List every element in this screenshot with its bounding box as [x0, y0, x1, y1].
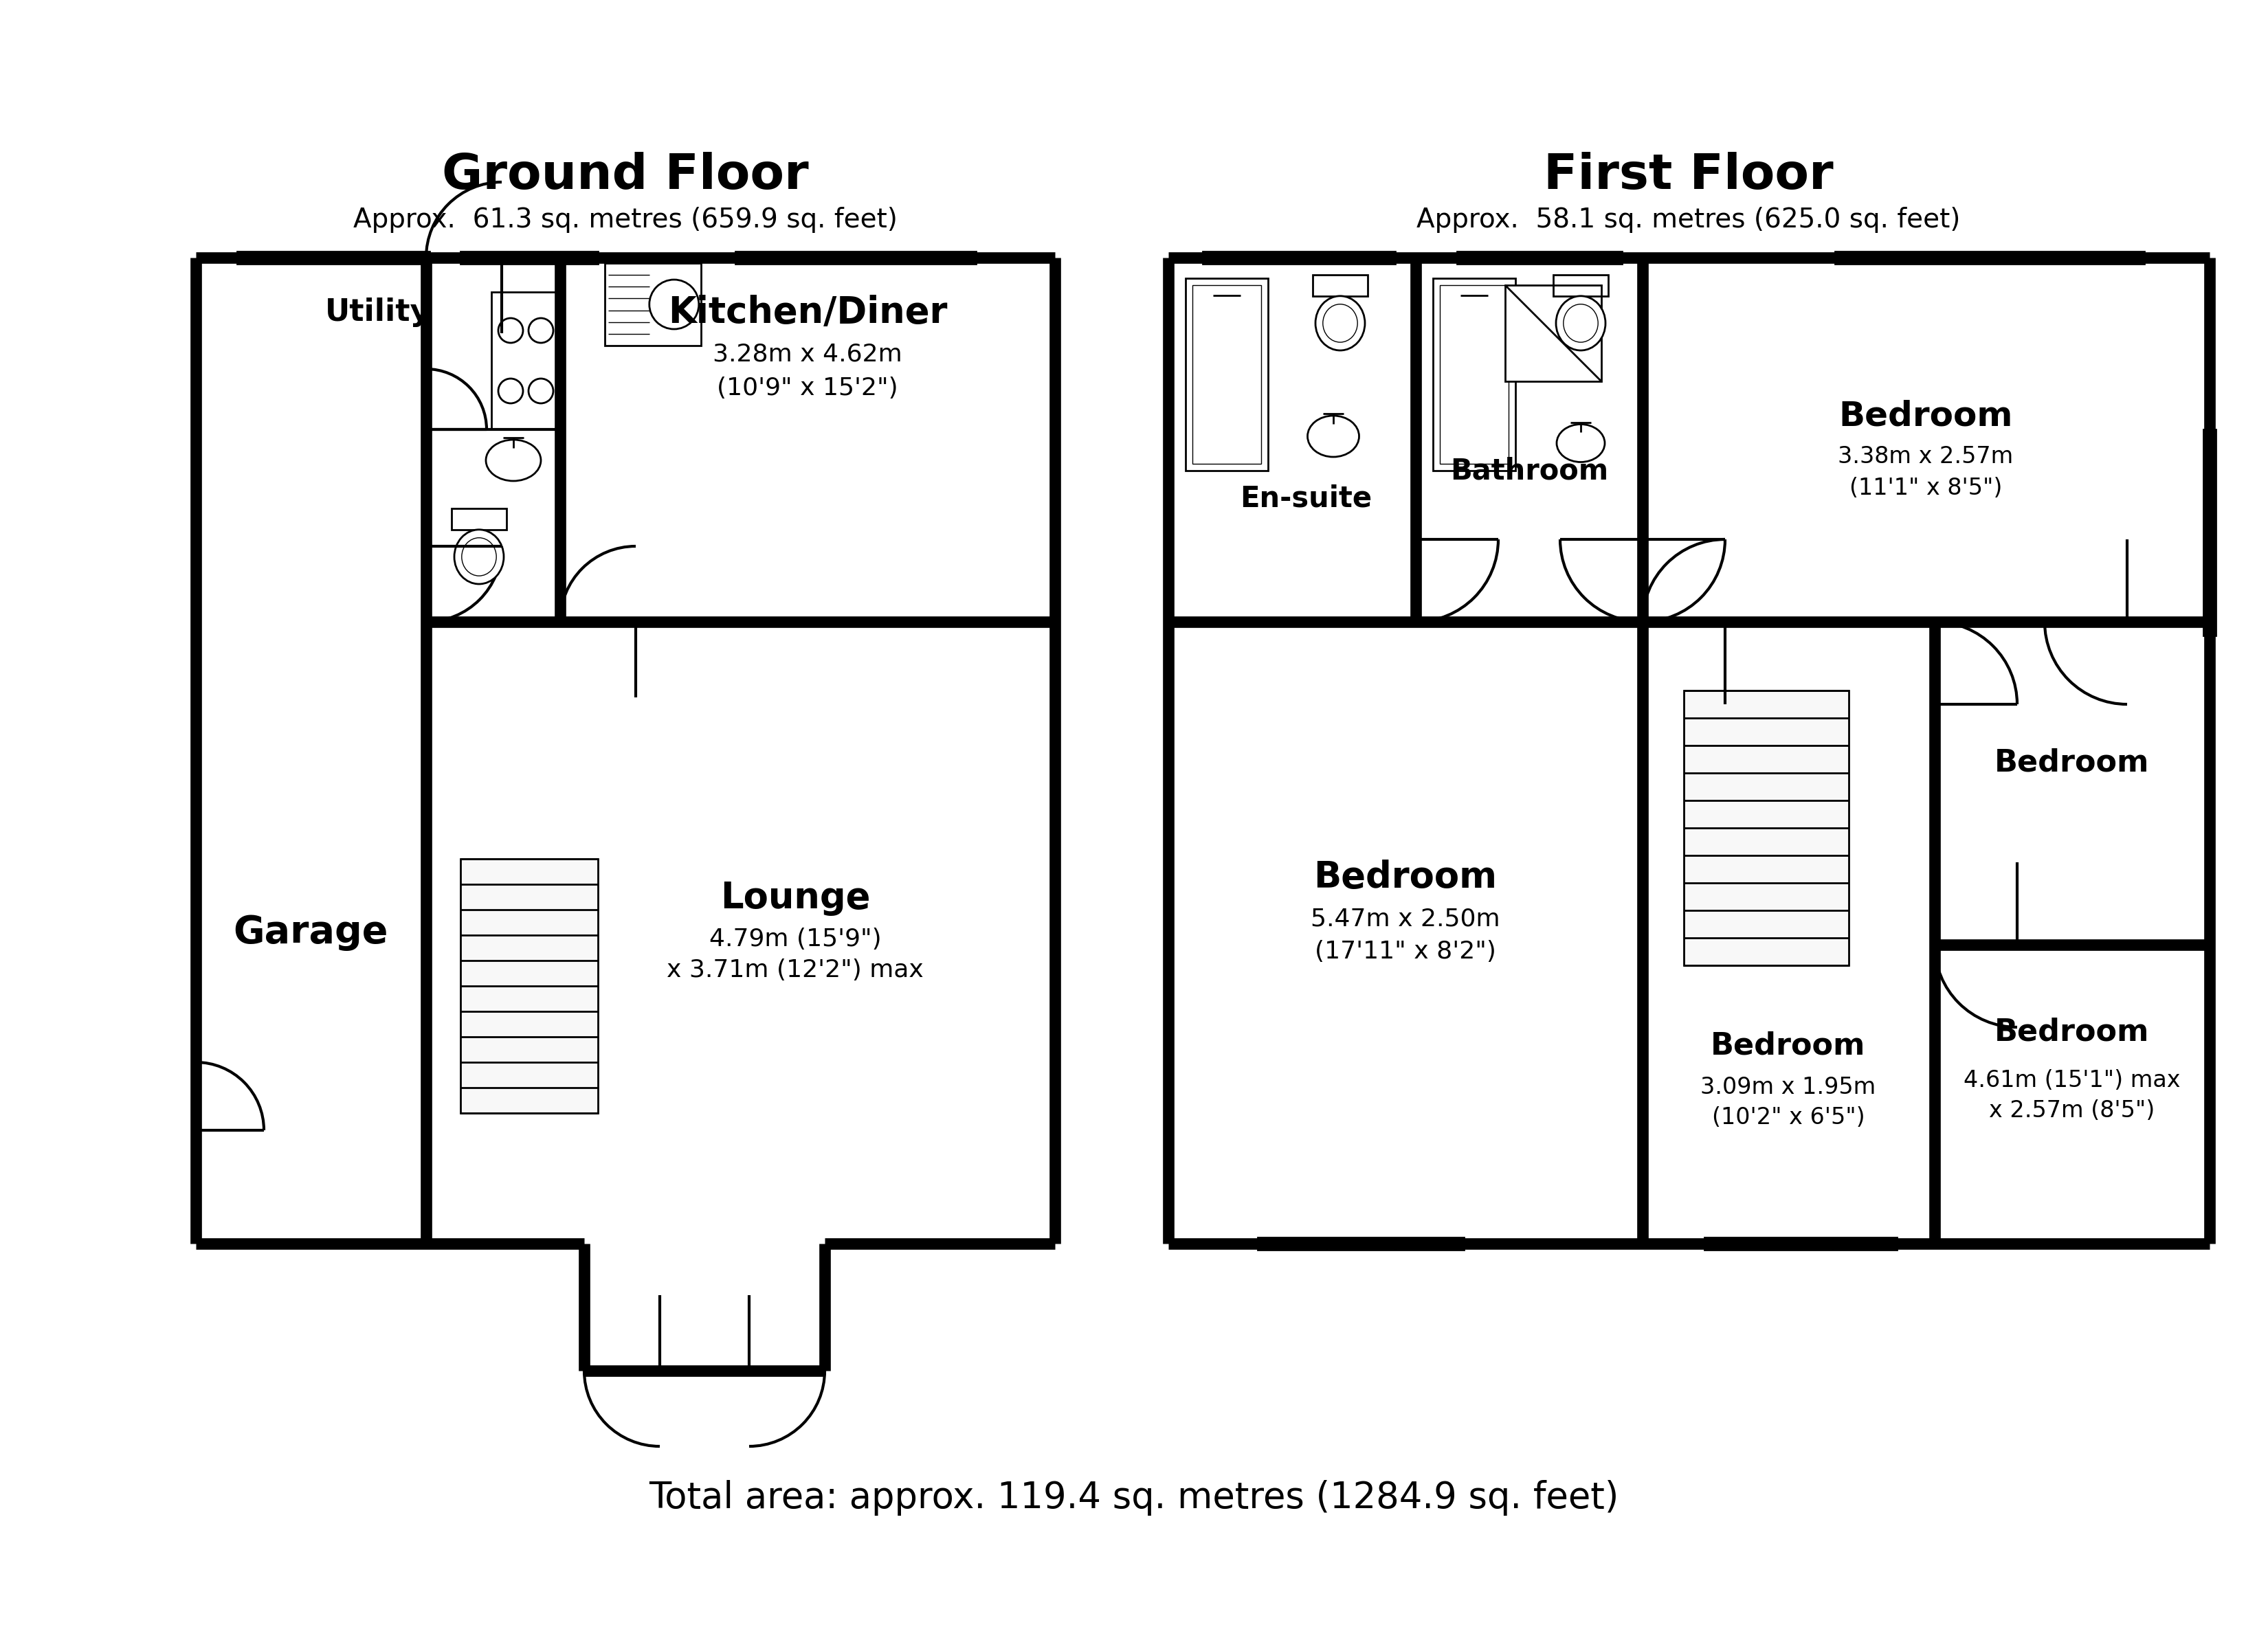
Bar	[2204, 429, 2216, 635]
Ellipse shape	[454, 529, 503, 584]
Text: En-suite: En-suite	[1241, 483, 1372, 513]
Text: Bedroom: Bedroom	[1313, 859, 1497, 895]
Text: First Floor: First Floor	[1545, 152, 1833, 200]
Bar	[1433, 279, 1515, 470]
Bar	[451, 508, 506, 529]
Bar	[1259, 1237, 1463, 1250]
Text: 3.09m x 1.95m: 3.09m x 1.95m	[1701, 1075, 1876, 1098]
Text: Approx.  58.1 sq. metres (625.0 sq. feet): Approx. 58.1 sq. metres (625.0 sq. feet)	[1418, 206, 1960, 233]
Circle shape	[499, 379, 524, 404]
Text: Utility: Utility	[324, 298, 431, 328]
Bar	[1186, 279, 1268, 470]
Text: x 2.57m (8'5"): x 2.57m (8'5")	[1989, 1100, 2155, 1123]
Text: Bathroom: Bathroom	[1449, 457, 1608, 485]
Bar	[1202, 251, 1395, 264]
Text: Kitchen/Diner: Kitchen/Diner	[667, 295, 948, 330]
Text: (10'2" x 6'5"): (10'2" x 6'5")	[1712, 1106, 1864, 1130]
Text: Ground Floor: Ground Floor	[442, 152, 810, 200]
Text: 3.38m x 2.57m: 3.38m x 2.57m	[1837, 445, 2014, 468]
Bar	[1683, 691, 1848, 965]
Bar	[1506, 285, 1601, 381]
Bar	[606, 264, 701, 346]
Circle shape	[528, 379, 553, 404]
Text: Bedroom: Bedroom	[1839, 399, 2014, 432]
Text: Approx.  61.3 sq. metres (659.9 sq. feet): Approx. 61.3 sq. metres (659.9 sq. feet)	[354, 206, 898, 233]
Bar	[238, 251, 429, 264]
Bar	[1313, 275, 1368, 295]
Text: Total area: approx. 119.4 sq. metres (1284.9 sq. feet): Total area: approx. 119.4 sq. metres (12…	[649, 1481, 1619, 1515]
Circle shape	[649, 280, 699, 330]
Ellipse shape	[1563, 303, 1599, 343]
Bar	[1440, 285, 1508, 463]
Ellipse shape	[1556, 424, 1606, 462]
Text: 5.47m x 2.50m: 5.47m x 2.50m	[1311, 907, 1499, 930]
Bar	[1554, 275, 1608, 295]
Bar	[492, 292, 560, 429]
Text: 4.79m (15'9"): 4.79m (15'9")	[710, 927, 882, 951]
Bar	[1835, 251, 2143, 264]
Text: 4.61m (15'1") max: 4.61m (15'1") max	[1964, 1069, 2180, 1092]
Ellipse shape	[463, 538, 497, 576]
Bar	[1706, 1237, 1896, 1250]
Text: Bedroom: Bedroom	[1994, 749, 2150, 777]
Ellipse shape	[1309, 416, 1359, 457]
Ellipse shape	[1556, 297, 1606, 350]
Bar	[460, 251, 599, 264]
Text: Garage: Garage	[234, 914, 388, 951]
Ellipse shape	[1322, 303, 1359, 343]
Ellipse shape	[1315, 297, 1365, 350]
Ellipse shape	[485, 440, 540, 482]
Text: x 3.71m (12'2") max: x 3.71m (12'2") max	[667, 958, 923, 981]
Text: Bedroom: Bedroom	[1994, 1017, 2150, 1047]
Text: Lounge: Lounge	[721, 881, 871, 915]
Circle shape	[528, 318, 553, 343]
Text: 3.28m x 4.62m: 3.28m x 4.62m	[712, 341, 903, 366]
Circle shape	[499, 318, 524, 343]
Text: (17'11" x 8'2"): (17'11" x 8'2")	[1315, 940, 1497, 963]
Bar	[735, 251, 975, 264]
Bar	[1456, 251, 1622, 264]
Bar	[460, 859, 599, 1113]
Text: (11'1" x 8'5"): (11'1" x 8'5")	[1848, 477, 2003, 500]
Text: Bedroom: Bedroom	[1710, 1031, 1867, 1060]
Bar	[1193, 285, 1261, 463]
Text: (10'9" x 15'2"): (10'9" x 15'2")	[717, 376, 898, 399]
